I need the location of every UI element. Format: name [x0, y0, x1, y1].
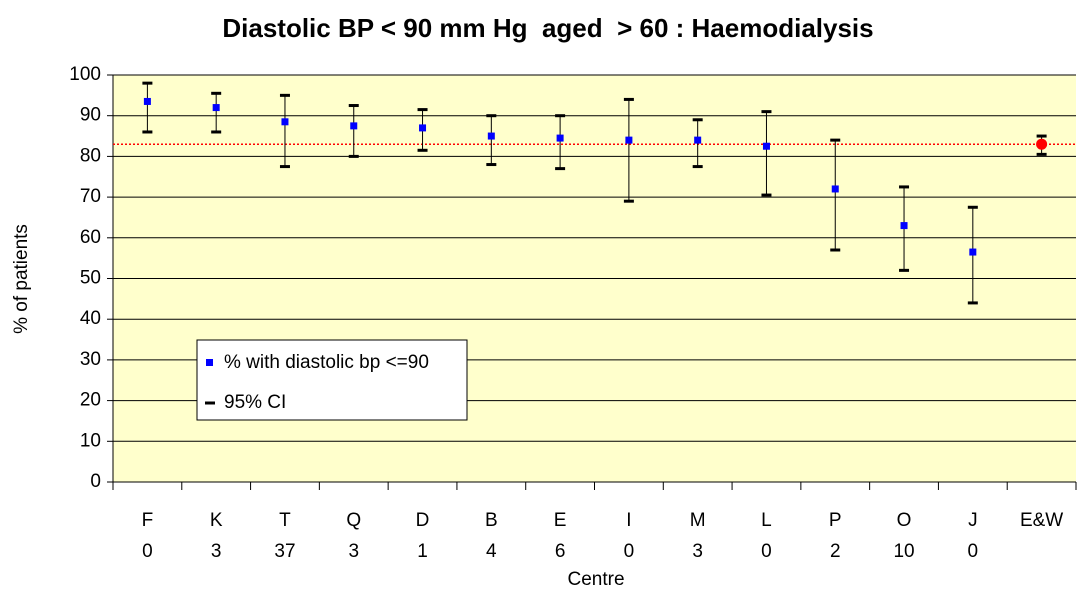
x-tick-count: 1 — [417, 541, 428, 562]
x-tick-label: F — [142, 510, 154, 531]
x-tick-count: 0 — [142, 541, 153, 562]
x-tick-count: 6 — [555, 541, 566, 562]
y-tick-label: 80 — [80, 145, 101, 166]
x-tick-count: 0 — [968, 541, 979, 562]
x-tick-label: P — [829, 510, 842, 531]
x-tick-label: I — [626, 510, 631, 531]
y-tick-label: 0 — [90, 471, 101, 492]
x-axis-label: Centre — [567, 569, 624, 590]
x-tick-count: 0 — [761, 541, 772, 562]
y-tick-label: 40 — [80, 308, 101, 329]
x-tick-count: 3 — [211, 541, 222, 562]
x-tick-count: 37 — [274, 541, 295, 562]
point — [556, 134, 564, 142]
x-tick-label: O — [897, 510, 912, 531]
legend-box — [196, 339, 468, 421]
x-tick-count: 3 — [692, 541, 703, 562]
y-tick-label: 100 — [69, 64, 101, 85]
x-tick-label: K — [210, 510, 223, 531]
point — [625, 136, 633, 144]
legend-label: 95% CI — [224, 392, 286, 413]
x-tick-count: 2 — [830, 541, 841, 562]
point — [419, 124, 427, 132]
point — [281, 118, 289, 126]
x-tick-label: L — [761, 510, 772, 531]
x-tick-label: D — [416, 510, 430, 531]
point — [969, 248, 977, 256]
point — [143, 97, 151, 105]
x-tick-label: T — [279, 510, 291, 531]
point — [487, 132, 495, 140]
x-tick-count: 10 — [893, 541, 914, 562]
x-tick-label: E — [554, 510, 567, 531]
y-tick-label: 90 — [80, 105, 101, 126]
x-tick-label: Q — [346, 510, 361, 531]
x-tick-label: E&W — [1020, 510, 1063, 531]
legend-label: % with diastolic bp <=90 — [224, 352, 429, 373]
x-tick-count: 3 — [348, 541, 359, 562]
point — [900, 222, 908, 230]
x-tick-label: J — [968, 510, 978, 531]
point — [831, 185, 839, 193]
x-tick-count: 4 — [486, 541, 497, 562]
point — [350, 122, 358, 130]
legend-marker — [206, 359, 213, 366]
y-tick-label: 50 — [80, 268, 101, 289]
y-tick-label: 20 — [80, 390, 101, 411]
chart-title: Diastolic BP < 90 mm Hg aged > 60 : Haem… — [222, 13, 873, 43]
y-tick-label: 60 — [80, 227, 101, 248]
x-tick-label: B — [485, 510, 498, 531]
point — [762, 142, 770, 150]
point — [1036, 138, 1048, 150]
point — [212, 104, 220, 112]
y-tick-label: 10 — [80, 430, 101, 451]
y-tick-label: 70 — [80, 186, 101, 207]
x-tick-count: 0 — [624, 541, 635, 562]
y-tick-label: 30 — [80, 349, 101, 370]
x-tick-label: M — [690, 510, 706, 531]
point — [694, 136, 702, 144]
y-axis-label: % of patients — [11, 224, 32, 334]
